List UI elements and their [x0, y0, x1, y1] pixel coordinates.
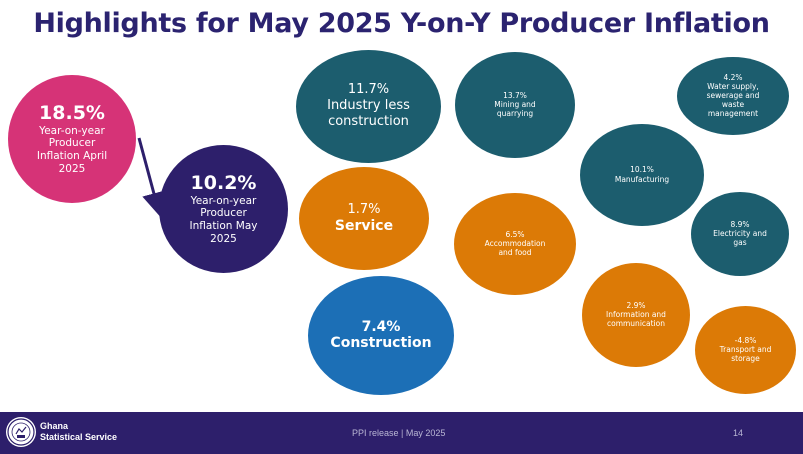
- mining-label: Mining and quarrying: [494, 100, 536, 119]
- industry-label: Industry less construction: [327, 98, 410, 129]
- electricity-bubble: 8.9% Electricity and gas: [691, 192, 789, 276]
- transport-value: -4.8%: [734, 335, 757, 345]
- may-label: Year-on-year Producer Inflation May 2025: [189, 194, 258, 245]
- water-bubble: 4.2% Water supply, sewerage and waste ma…: [677, 57, 789, 135]
- accommodation-bubble: 6.5% Accommodation and food: [454, 193, 576, 295]
- construction-value: 7.4%: [361, 319, 401, 336]
- industry-bubble: 11.7% Industry less construction: [296, 50, 441, 163]
- information-value: 2.9%: [626, 300, 646, 310]
- water-label: Water supply, sewerage and waste managem…: [706, 82, 760, 119]
- footer-bar: Ghana Statistical Service PPI release | …: [0, 412, 803, 454]
- construction-label: Construction: [330, 335, 432, 352]
- release-label: PPI release | May 2025: [352, 428, 446, 438]
- may-value: 10.2%: [190, 171, 257, 194]
- may-inflation-bubble: 10.2% Year-on-year Producer Inflation Ma…: [159, 145, 288, 273]
- manufacturing-value: 10.1%: [630, 165, 654, 175]
- transport-bubble: -4.8% Transport and storage: [695, 306, 796, 394]
- service-bubble: 1.7% Service: [299, 167, 429, 270]
- transport-label: Transport and storage: [719, 345, 772, 364]
- page-title: Highlights for May 2025 Y-on-Y Producer …: [33, 8, 770, 39]
- manufacturing-bubble: 10.1% Manufacturing: [580, 124, 704, 226]
- organization-name: Ghana Statistical Service: [40, 421, 117, 443]
- ghana-statistical-service-logo: [6, 417, 36, 447]
- electricity-value: 8.9%: [730, 219, 750, 229]
- org-name-line2: Statistical Service: [40, 432, 118, 442]
- mining-value: 13.7%: [503, 90, 527, 100]
- information-label: Information and communication: [606, 310, 666, 329]
- manufacturing-label: Manufacturing: [614, 174, 670, 184]
- electricity-label: Electricity and gas: [713, 229, 767, 248]
- april-value: 18.5%: [39, 101, 105, 124]
- water-value: 4.2%: [723, 72, 743, 82]
- accommodation-label: Accommodation and food: [484, 239, 546, 258]
- industry-value: 11.7%: [347, 82, 390, 98]
- page-number: 14: [733, 428, 744, 438]
- accommodation-value: 6.5%: [505, 229, 525, 239]
- information-bubble: 2.9% Information and communication: [582, 263, 690, 367]
- april-inflation-bubble: 18.5% Year-on-year Producer Inflation Ap…: [8, 75, 136, 203]
- construction-bubble: 7.4% Construction: [308, 276, 454, 395]
- service-value: 1.7%: [347, 201, 381, 217]
- service-label: Service: [334, 217, 394, 234]
- mining-bubble: 13.7% Mining and quarrying: [455, 52, 575, 158]
- april-label: Year-on-year Producer Inflation April 20…: [36, 124, 108, 175]
- org-name-line1: Ghana: [40, 421, 69, 431]
